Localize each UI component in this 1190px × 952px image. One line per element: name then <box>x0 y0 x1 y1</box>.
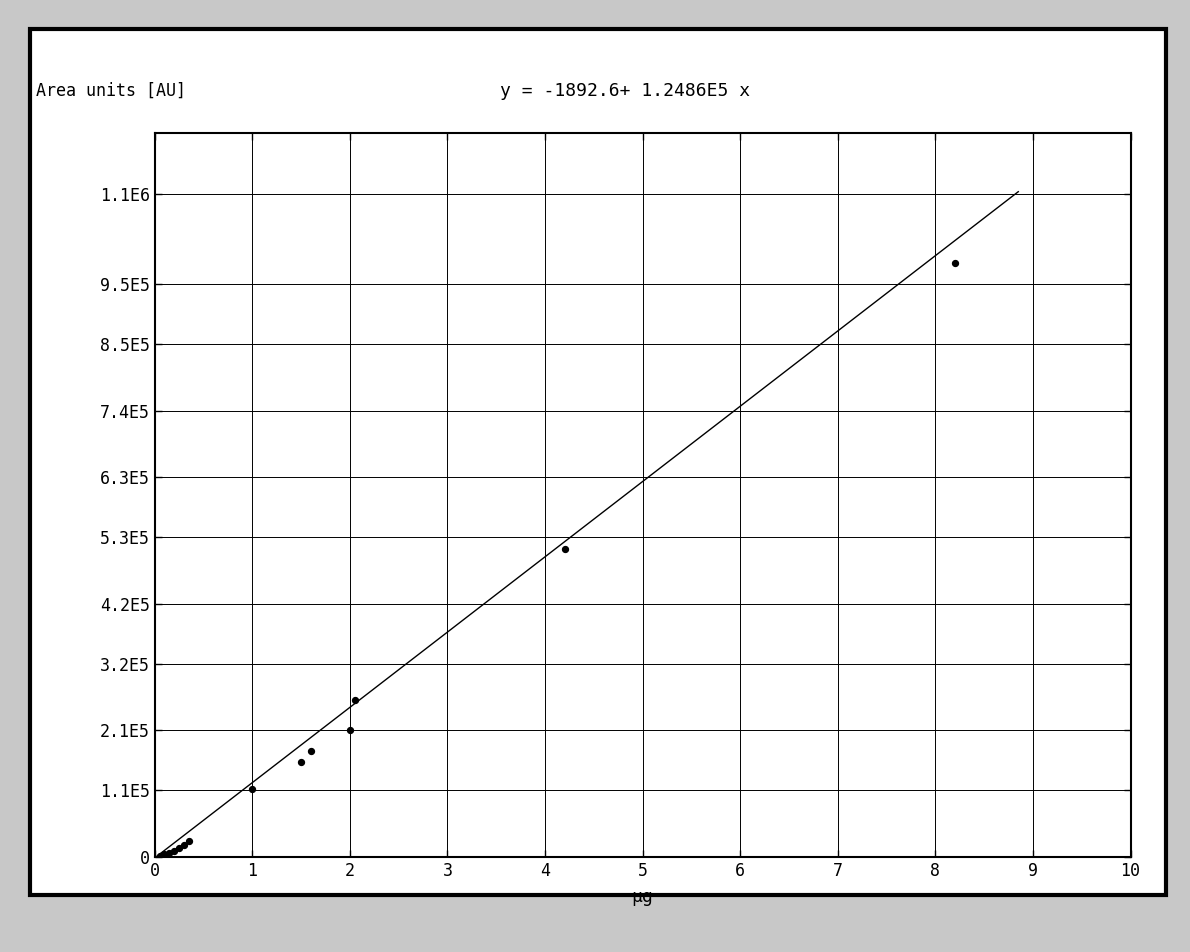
Point <box>340 723 359 738</box>
Point <box>159 845 178 861</box>
Point <box>243 782 262 797</box>
Point <box>150 848 169 863</box>
Point <box>555 542 574 557</box>
X-axis label: μg: μg <box>632 888 653 906</box>
Text: Area units [AU]: Area units [AU] <box>36 82 186 100</box>
Point <box>170 841 189 856</box>
Point <box>180 834 199 849</box>
Point <box>301 744 320 759</box>
Point <box>155 846 174 862</box>
Point <box>292 755 311 770</box>
Point <box>945 255 964 270</box>
Text: y = -1892.6+ 1.2486E5 x: y = -1892.6+ 1.2486E5 x <box>500 82 750 100</box>
Point <box>164 843 183 859</box>
Point <box>345 692 364 707</box>
Point <box>175 837 194 852</box>
